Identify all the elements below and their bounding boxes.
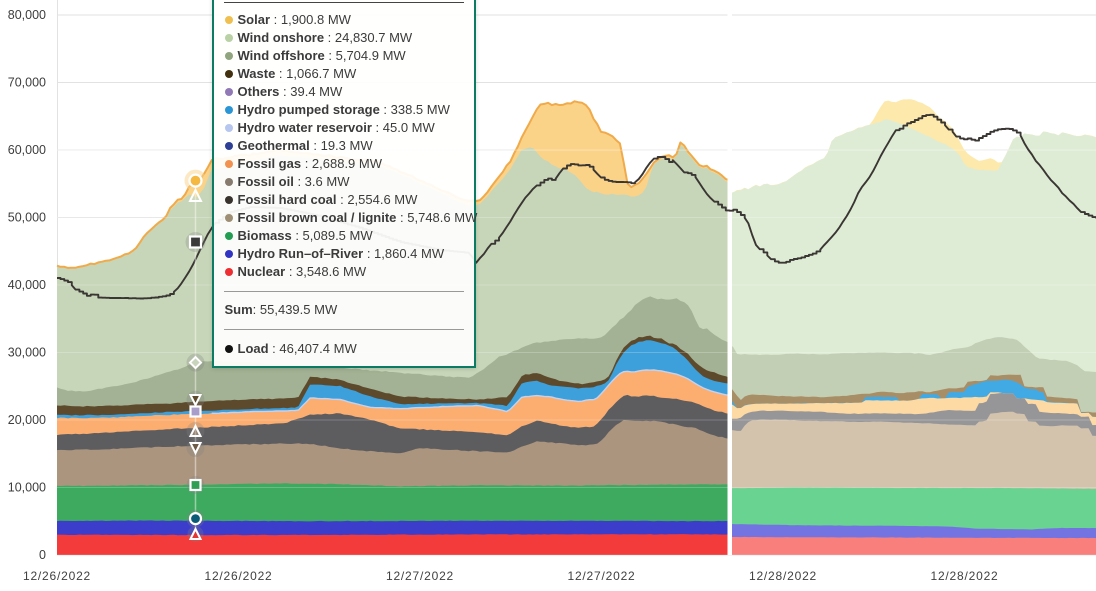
svg-text:60,000: 60,000 <box>8 143 46 157</box>
svg-text:20,000: 20,000 <box>8 413 46 427</box>
svg-text:12/27/2022: 12/27/2022 <box>386 569 454 583</box>
svg-text:12/26/2022: 12/26/2022 <box>204 569 272 583</box>
svg-text:12/27/2022: 12/27/2022 <box>567 569 635 583</box>
svg-text:12/28/2022: 12/28/2022 <box>749 569 817 583</box>
svg-text:10,000: 10,000 <box>8 481 46 495</box>
svg-text:80,000: 80,000 <box>8 8 46 22</box>
svg-text:0: 0 <box>39 548 46 562</box>
svg-text:12/26/2022: 12/26/2022 <box>23 569 91 583</box>
svg-text:40,000: 40,000 <box>8 278 46 292</box>
svg-text:12/28/2022: 12/28/2022 <box>930 569 998 583</box>
svg-text:30,000: 30,000 <box>8 346 46 360</box>
svg-text:70,000: 70,000 <box>8 76 46 90</box>
svg-text:50,000: 50,000 <box>8 211 46 225</box>
